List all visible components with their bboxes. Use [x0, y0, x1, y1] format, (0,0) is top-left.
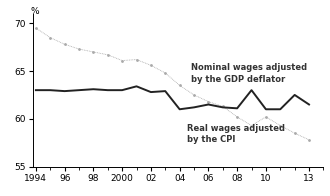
Text: Nominal wages adjusted
by the GDP deflator: Nominal wages adjusted by the GDP deflat… — [191, 64, 307, 84]
Text: %: % — [30, 7, 39, 16]
Text: Real wages adjusted
by the CPI: Real wages adjusted by the CPI — [187, 124, 285, 144]
